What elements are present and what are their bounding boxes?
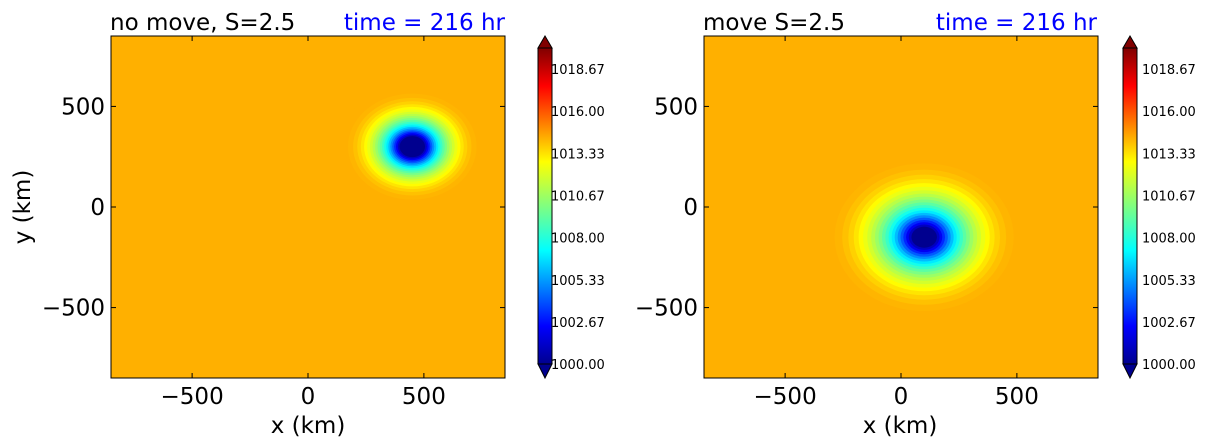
colorbar-tick-label: 1002.67 [551, 316, 605, 331]
cyclone-core [918, 232, 930, 242]
colorbar-tick-label: 1008.00 [551, 232, 605, 247]
colorbar-tick-label: 1008.00 [1142, 232, 1196, 247]
panel-title: no move, S=2.5 [110, 10, 295, 36]
x-tick-label: 500 [402, 384, 446, 410]
axis-ticks: −500 0 500 −500 0 500 [42, 36, 505, 410]
cyclone-core [406, 141, 419, 152]
colorbar-min-extension [1122, 363, 1138, 380]
colorbar-tick-label: 1013.33 [1142, 147, 1196, 162]
contour-plot-area [704, 36, 1098, 378]
colorbar-tick-label: 1000.00 [551, 358, 605, 373]
colorbar-tick-label: 1016.00 [1142, 105, 1196, 120]
y-tick-label: −500 [635, 296, 698, 322]
colorbar-ticks: 1000.00 1002.67 1005.33 1008.00 1010.67 … [551, 63, 605, 373]
y-tick-label: 0 [90, 195, 105, 221]
colorbar-min-extension [537, 363, 553, 380]
colorbar-tick-label: 1010.67 [1142, 189, 1196, 204]
background-pressure-field [111, 36, 505, 378]
x-tick-label: 0 [301, 384, 316, 410]
colorbar: 1000.00 1002.67 1005.33 1008.00 1010.67 … [537, 35, 605, 380]
y-tick-label: 500 [654, 94, 698, 120]
colorbar-tick-label: 1013.33 [551, 147, 605, 162]
colorbar-tick-label: 1005.33 [551, 274, 605, 289]
x-tick-label: −500 [754, 384, 817, 410]
panel-left: no move, S=2.5 time = 216 hr −500 0 500 … [10, 10, 605, 439]
contour-plot-area [111, 36, 505, 378]
y-tick-label: −500 [42, 296, 105, 322]
y-tick-label: 0 [683, 195, 698, 221]
colorbar-body [537, 47, 553, 365]
colorbar-max-extension [537, 35, 553, 49]
colorbar-tick-label: 1018.67 [1142, 63, 1196, 78]
x-axis-label: x (km) [863, 413, 938, 439]
x-tick-label: −500 [161, 384, 224, 410]
x-tick-label: 0 [894, 384, 909, 410]
colorbar-tick-label: 1002.67 [1142, 316, 1196, 331]
axis-ticks: −500 0 500 −500 0 500 [635, 36, 1098, 410]
colorbar-tick-label: 1018.67 [551, 63, 605, 78]
colorbar-ticks: 1000.00 1002.67 1005.33 1008.00 1010.67 … [1142, 63, 1196, 373]
x-axis-label: x (km) [271, 413, 346, 439]
panel-title: move S=2.5 [703, 10, 845, 36]
colorbar: 1000.00 1002.67 1005.33 1008.00 1010.67 … [1122, 35, 1196, 380]
colorbar-tick-label: 1010.67 [551, 189, 605, 204]
colorbar-tick-label: 1000.00 [1142, 358, 1196, 373]
colorbar-tick-label: 1016.00 [551, 105, 605, 120]
time-label: time = 216 hr [936, 10, 1098, 36]
panel-right: move S=2.5 time = 216 hr −500 0 500 −500… [635, 10, 1196, 439]
colorbar-max-extension [1122, 35, 1138, 49]
colorbar-tick-label: 1005.33 [1142, 274, 1196, 289]
y-axis-label: y (km) [10, 170, 36, 245]
x-tick-label: 500 [995, 384, 1039, 410]
colorbar-body [1122, 47, 1138, 365]
y-tick-label: 500 [61, 94, 105, 120]
time-label: time = 216 hr [344, 10, 506, 36]
